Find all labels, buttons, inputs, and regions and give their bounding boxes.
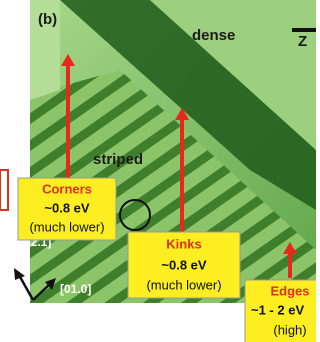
figure: (b) dense striped Z [42.1] [01.0] Corner… [0,0,316,342]
direction-label: [01.0] [60,282,91,296]
callout-energy: ~0.8 eV [44,200,90,215]
callout-note: (much lower) [146,277,221,292]
region-label: dense [192,27,235,44]
callout: Corners ~0.8 eV (much lower) [18,178,116,240]
page: (b) dense striped Z [42.1] [01.0] Corner… [0,0,316,342]
callout-title: Kinks [166,236,201,251]
region-label: striped [93,151,143,168]
callout: Edges ~1 - 2 eV (high) [245,280,316,342]
panel-label: (b) [38,11,57,28]
callout-energy: ~0.8 eV [161,257,207,272]
callout-note: (much lower) [29,219,104,234]
region-label: Z [298,33,307,50]
callout-note: (high) [273,322,306,337]
callout-title: Edges [270,283,309,298]
cropped-box [0,170,8,210]
callout-energy: ~1 - 2 eV [251,302,304,317]
callout-title: Corners [42,181,92,196]
callout: Kinks ~0.8 eV (much lower) [128,232,240,298]
